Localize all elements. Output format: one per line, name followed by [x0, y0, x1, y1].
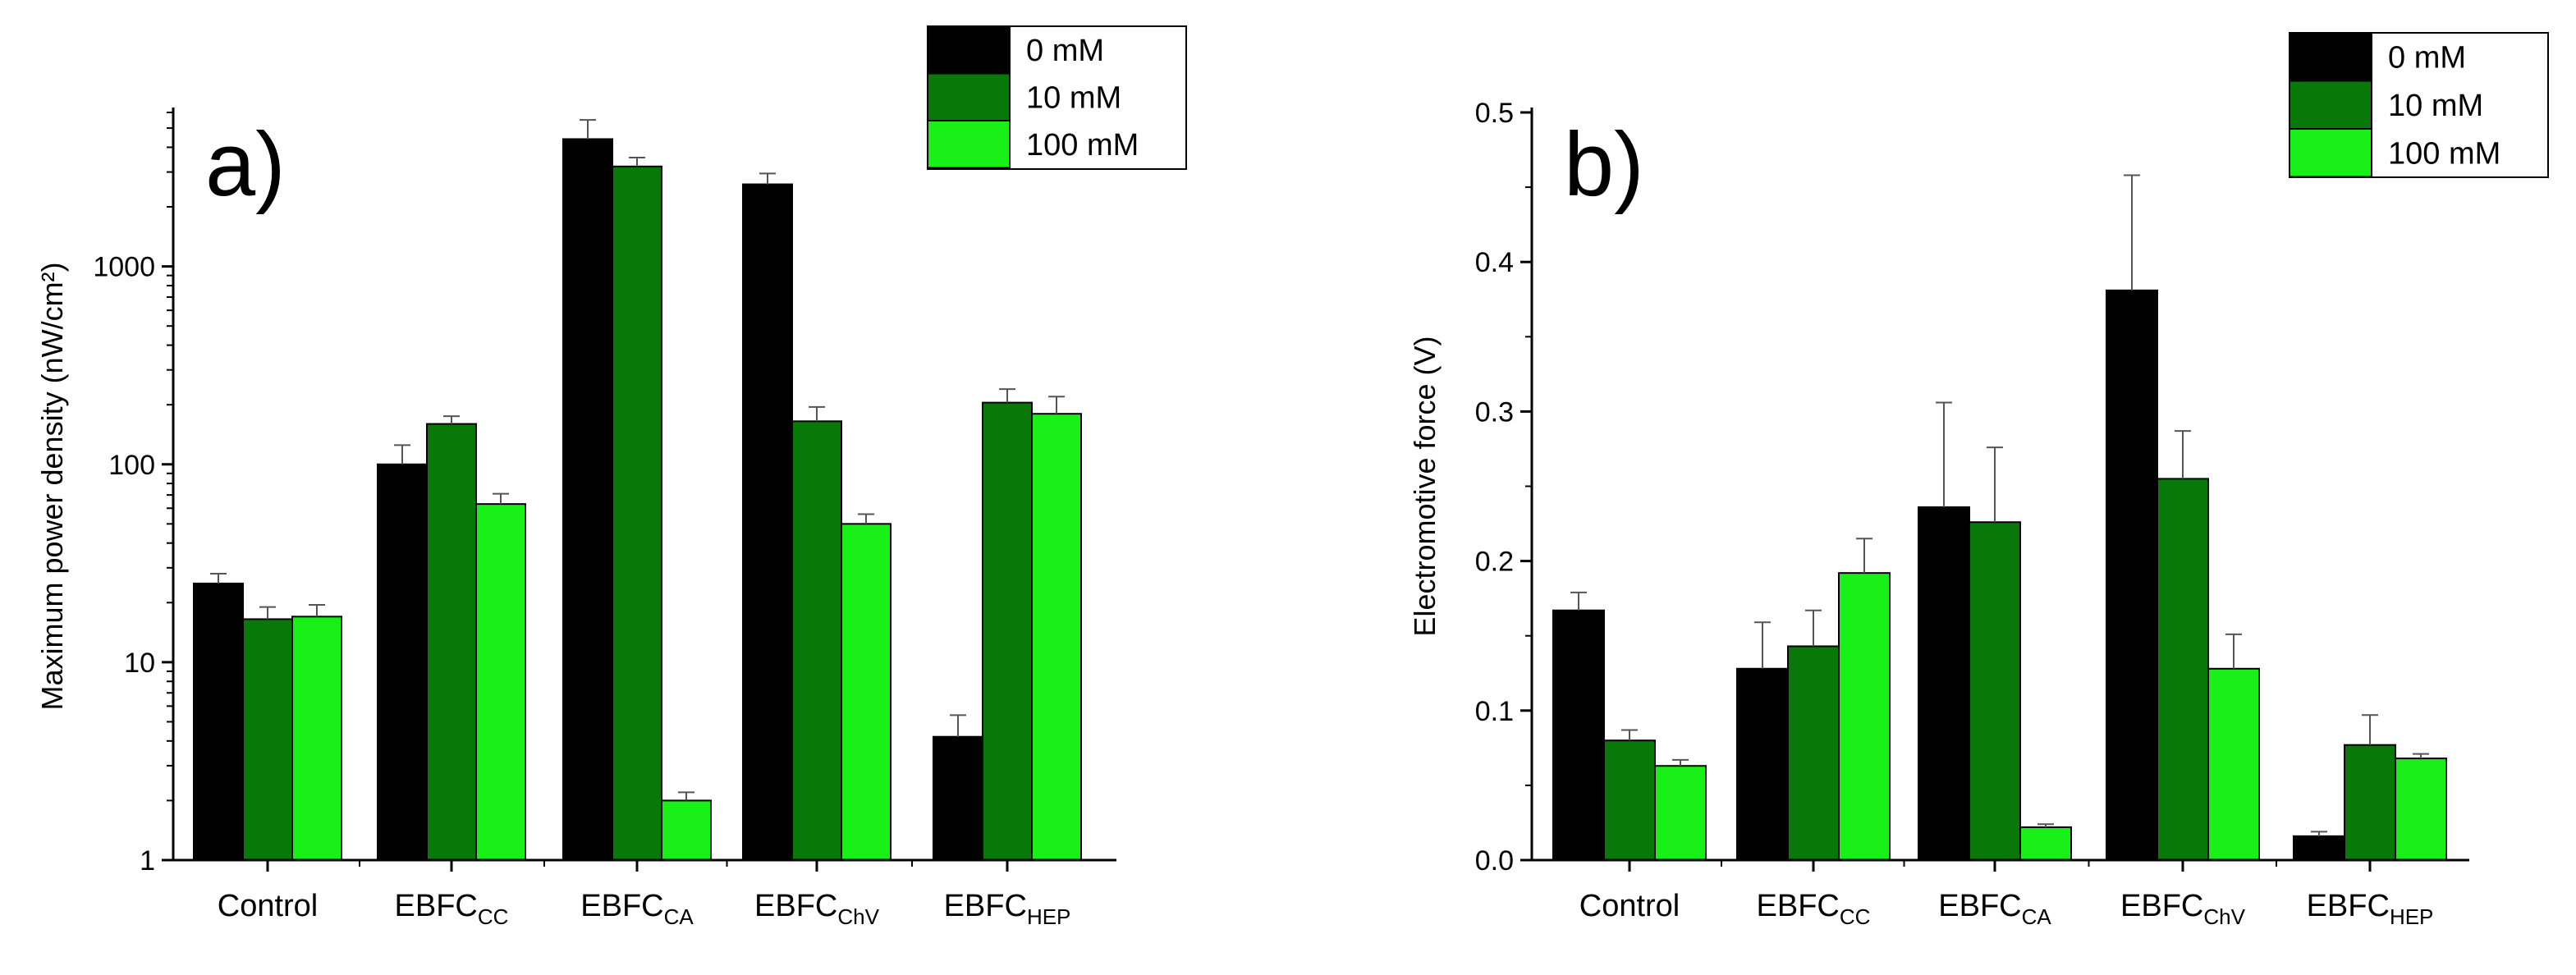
x-tick-label-sub: CA	[664, 904, 694, 929]
legend: 0 mM 10 mM 100 mM	[2289, 32, 2549, 178]
bar-100mm-3	[2207, 667, 2260, 861]
bar-0mm-1	[1736, 667, 1789, 861]
x-tick-label-sub: CC	[478, 904, 509, 929]
bar-10mm-4	[2344, 744, 2396, 861]
y-tick-label: 100	[108, 450, 155, 481]
legend-swatch-1	[2289, 80, 2372, 130]
x-tick-label-main: EBFC	[1757, 889, 1840, 923]
legend-swatch-0	[2289, 32, 2372, 82]
legend-label-2: 100 mM	[2388, 136, 2500, 171]
bar-10mm-4	[982, 401, 1033, 861]
x-tick-label-3: EBFCChV	[754, 889, 880, 929]
bar-10mm-2	[1969, 521, 2021, 862]
legend-swatch-2	[927, 120, 1011, 169]
bar-10mm-0	[1603, 739, 1656, 861]
bar-100mm-1	[475, 503, 526, 861]
x-tick-label-3: EBFCChV	[2120, 889, 2246, 929]
bar-0mm-2	[562, 138, 613, 862]
bar-0mm-4	[933, 735, 983, 862]
legend-label-0: 0 mM	[1026, 34, 1104, 68]
x-tick-label-sub: ChV	[2203, 904, 2245, 929]
x-tick-label-main: EBFC	[580, 889, 663, 923]
bar-10mm-0	[242, 618, 293, 861]
bar-0mm-3	[742, 183, 793, 862]
legend-label-1: 10 mM	[2388, 89, 2483, 123]
x-tick-label-4: EBFCHEP	[2307, 889, 2434, 929]
bar-100mm-1	[1838, 572, 1891, 862]
legend-swatch-2	[2289, 128, 2372, 178]
bar-100mm-0	[1654, 765, 1707, 861]
bar-10mm-3	[791, 420, 842, 861]
x-tick-label-sub: CA	[2022, 904, 2052, 929]
bar-100mm-4	[1031, 413, 1082, 861]
y-tick-label: 0.1	[1475, 696, 1514, 727]
x-tick-label-1: EBFCCC	[1757, 889, 1871, 929]
legend-swatch-0	[927, 25, 1011, 75]
legend-label-1: 10 mM	[1026, 80, 1121, 115]
bar-100mm-3	[841, 523, 892, 861]
panel-label: a)	[205, 114, 286, 215]
bar-10mm-1	[1787, 645, 1840, 861]
bar-10mm-1	[426, 423, 477, 861]
x-tick-label-main: EBFC	[395, 889, 478, 923]
y-axis-title: Maximum power density (nW/cm²)	[35, 262, 69, 710]
bar-0mm-1	[377, 463, 428, 861]
panel-label: b)	[1564, 114, 1644, 215]
legend: 0 mM 10 mM 100 mM	[927, 25, 1187, 170]
x-tick-label-0: Control	[218, 889, 319, 923]
x-tick-label-4: EBFCHEP	[944, 889, 1071, 929]
x-tick-label-2: EBFCCA	[580, 889, 694, 929]
y-tick-label: 10	[124, 648, 155, 679]
x-tick-label-main: EBFC	[2307, 889, 2390, 923]
x-tick-label-sub: CC	[1840, 904, 1871, 929]
bar-10mm-2	[612, 165, 662, 861]
x-tick-label-main: EBFC	[754, 889, 837, 923]
y-axis-title: Electromotive force (V)	[1408, 336, 1442, 636]
y-tick-label: 0.5	[1475, 98, 1514, 129]
y-tick-label: 1000	[93, 252, 155, 283]
x-tick-label-main: EBFC	[1938, 889, 2021, 923]
x-tick-label-2: EBFCCA	[1938, 889, 2051, 929]
bar-0mm-4	[2293, 835, 2345, 862]
x-tick-label-sub: ChV	[837, 904, 879, 929]
x-tick-label-0: Control	[1579, 889, 1680, 923]
bar-10mm-3	[2157, 478, 2209, 861]
legend-label-0: 0 mM	[2388, 40, 2466, 75]
bar-0mm-0	[193, 582, 244, 861]
legend-label-2: 100 mM	[1026, 128, 1139, 162]
x-tick-label-1: EBFCCC	[395, 889, 509, 929]
bar-100mm-0	[291, 616, 342, 861]
legend-swatch-1	[927, 72, 1011, 121]
y-tick-label: 0.0	[1475, 845, 1514, 877]
y-tick-label: 1	[140, 845, 155, 877]
bar-0mm-2	[1918, 506, 1970, 861]
bar-0mm-0	[1552, 609, 1605, 861]
x-tick-label-main: EBFC	[944, 889, 1027, 923]
bar-100mm-4	[2395, 758, 2447, 861]
x-tick-label-main: EBFC	[2120, 889, 2203, 923]
x-tick-label-main: Control	[1579, 889, 1680, 923]
bar-100mm-2	[661, 799, 712, 861]
x-tick-label-sub: HEP	[1027, 904, 1070, 929]
bar-0mm-3	[2106, 289, 2158, 861]
x-tick-label-sub: HEP	[2390, 904, 2433, 929]
bar-100mm-2	[2019, 826, 2072, 862]
y-tick-label: 0.2	[1475, 547, 1514, 578]
x-tick-label-main: Control	[218, 889, 319, 923]
y-tick-label: 0.4	[1475, 247, 1514, 278]
y-tick-label: 0.3	[1475, 396, 1514, 428]
